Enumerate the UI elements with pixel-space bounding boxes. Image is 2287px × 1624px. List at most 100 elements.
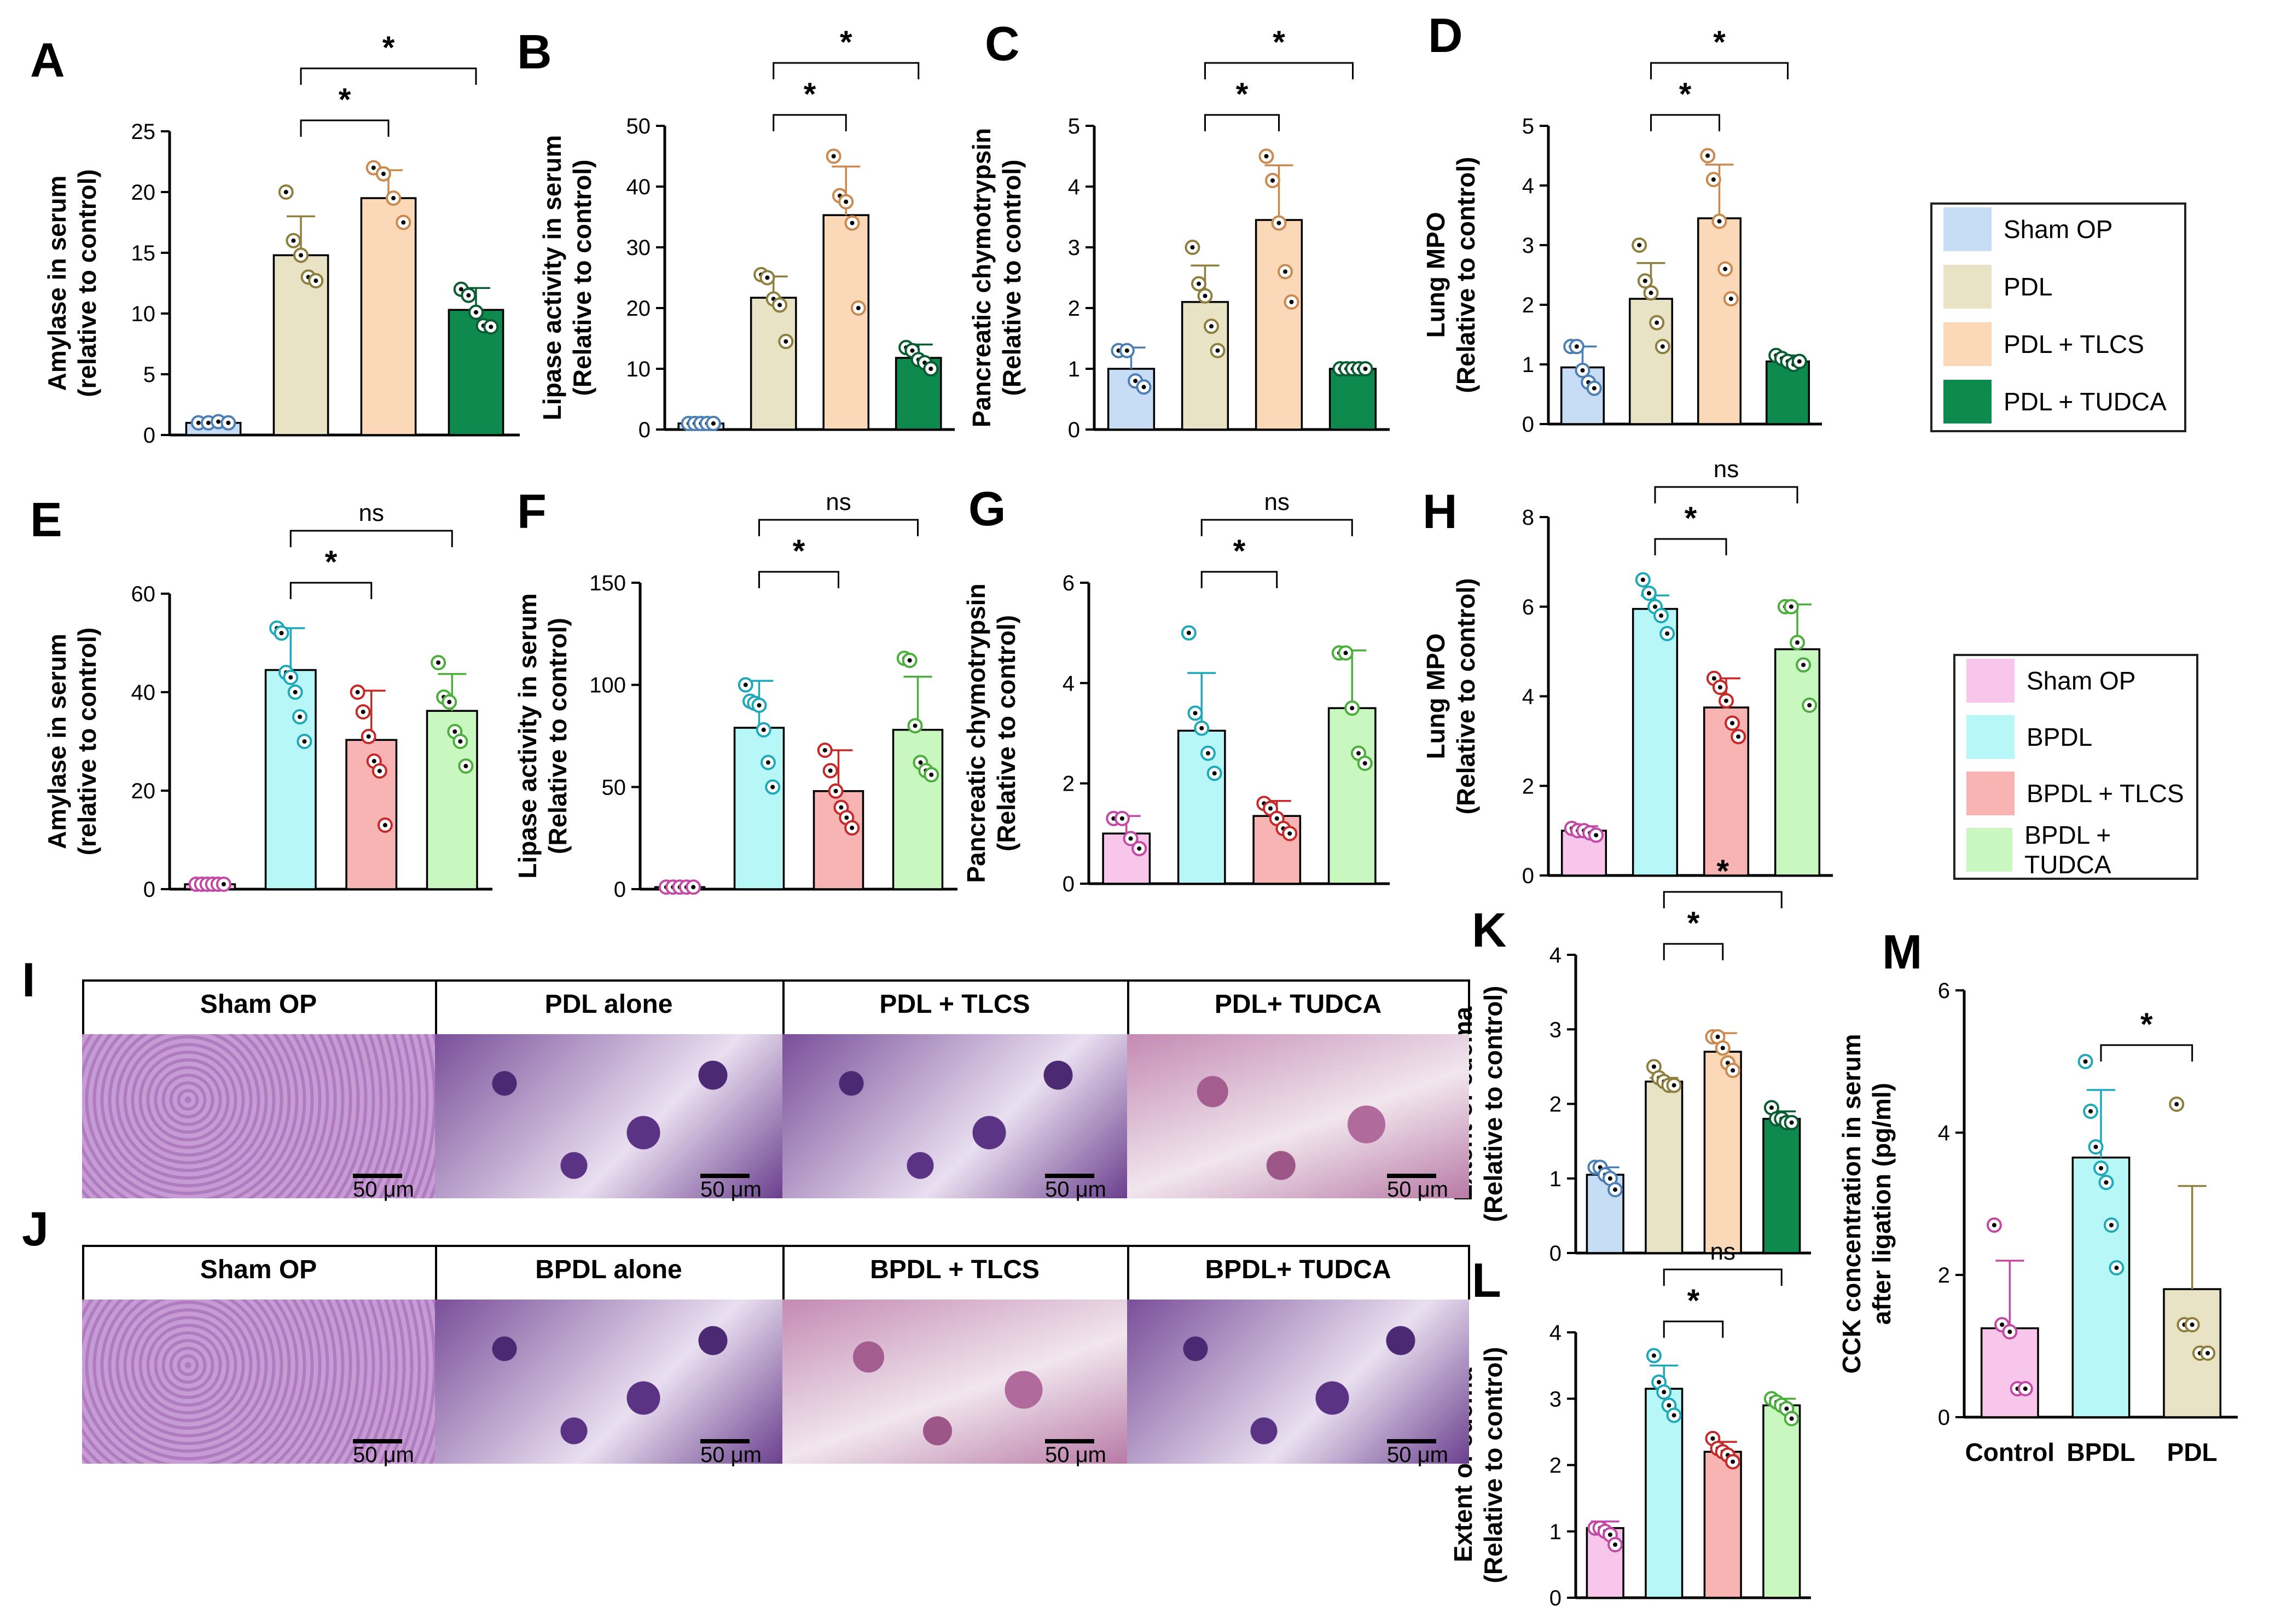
data-point-core xyxy=(1717,219,1722,224)
significance-label: ns xyxy=(1714,456,1739,483)
y-tick-label: 3 xyxy=(1549,1387,1562,1411)
data-point-core xyxy=(1637,243,1642,247)
data-point-core xyxy=(1667,1403,1671,1408)
y-axis-label: (Relative to control) xyxy=(568,160,596,396)
y-tick-label: 0 xyxy=(143,878,155,902)
data-point-core xyxy=(844,815,849,820)
histology-divider xyxy=(782,1245,785,1300)
data-point-core xyxy=(1264,154,1269,159)
data-point-core xyxy=(1607,1532,1612,1537)
panel-letter: K xyxy=(1472,903,1507,957)
panel-letter: E xyxy=(30,492,62,547)
scale-bar xyxy=(353,1439,402,1443)
histology-divider xyxy=(1127,979,1129,1034)
data-point-core xyxy=(452,729,457,734)
y-tick-label: 0 xyxy=(1063,872,1075,896)
data-point-core xyxy=(226,420,231,425)
data-point-core xyxy=(928,367,933,371)
data-point-core xyxy=(1736,734,1741,739)
y-tick-label: 5 xyxy=(1522,114,1534,138)
panel-letter: A xyxy=(30,33,65,87)
y-tick-label: 4 xyxy=(1522,174,1534,198)
scale-bar-label: 50 μm xyxy=(353,1178,414,1202)
data-point-core xyxy=(377,769,382,773)
data-point-core xyxy=(913,723,918,728)
data-point-core xyxy=(910,348,915,353)
data-point-core xyxy=(1363,367,1368,371)
legend-label: Sham OP xyxy=(2027,666,2136,695)
y-tick-label: 2 xyxy=(1068,297,1080,321)
data-point-core xyxy=(1651,1353,1656,1358)
data-point-core xyxy=(1801,663,1806,668)
y-tick-label: 6 xyxy=(1522,595,1534,619)
histology-image xyxy=(435,1300,782,1464)
data-point-core xyxy=(458,739,463,744)
data-point-core xyxy=(1124,348,1129,353)
data-point-core xyxy=(1592,386,1597,391)
significance-bracket xyxy=(1650,114,1720,131)
data-point-core xyxy=(1789,1416,1794,1421)
significance-bracket xyxy=(289,582,373,599)
data-point-core xyxy=(1133,379,1138,384)
y-tick-label: 0 xyxy=(1522,864,1534,888)
data-point-core xyxy=(907,658,912,663)
y-tick-label: 20 xyxy=(626,297,651,321)
histology-image xyxy=(435,1034,782,1198)
legend-swatch xyxy=(1966,659,2015,703)
data-point-core xyxy=(1789,604,1793,609)
data-point-core xyxy=(466,293,471,298)
y-axis-label: CCK concentration in serum xyxy=(1837,1034,1866,1373)
significance-bracket xyxy=(758,519,919,536)
data-point-core xyxy=(1665,631,1670,636)
legend-swatch xyxy=(1966,772,2015,815)
significance-label: * xyxy=(1687,1283,1700,1319)
significance-label: * xyxy=(1236,77,1249,112)
data-point-core xyxy=(298,715,303,719)
chart-panel-c: C 0 1 2 3 4 5 Pancreatic chymotrypsin (Relative … xyxy=(967,16,1390,442)
data-point-core xyxy=(1769,1105,1774,1110)
y-tick-label: 20 xyxy=(131,779,156,803)
y-tick-label: 1 xyxy=(1549,1167,1562,1191)
panel-letter: M xyxy=(1882,925,1922,979)
data-point-core xyxy=(2099,1166,2103,1170)
data-point-core xyxy=(1660,344,1665,349)
significance-bracket xyxy=(289,530,453,547)
data-point-core xyxy=(2007,1330,2012,1334)
data-point-core xyxy=(291,238,296,243)
data-point-core xyxy=(783,339,788,344)
y-tick-label: 3 xyxy=(1549,1018,1562,1042)
data-point-core xyxy=(1992,1223,1996,1227)
y-axis-label: Amylase in serum xyxy=(43,176,71,391)
data-point-core xyxy=(1723,266,1728,271)
y-tick-label: 3 xyxy=(1068,236,1080,260)
y-tick-label: 0 xyxy=(638,418,651,442)
significance-bracket xyxy=(1663,891,1783,908)
data-point-core xyxy=(2093,1145,2098,1149)
data-point-core xyxy=(288,675,293,680)
y-axis-label: Lung MPO xyxy=(1421,634,1450,759)
y-tick-label: 100 xyxy=(589,674,626,698)
y-tick-label: 150 xyxy=(589,571,626,595)
y-tick-label: 60 xyxy=(131,582,156,606)
scale-bar xyxy=(1045,1439,1094,1443)
data-point-core xyxy=(856,306,861,310)
data-point-core xyxy=(391,196,396,201)
data-point-core xyxy=(2000,1323,2005,1327)
data-point-core xyxy=(206,420,211,425)
significance-label: * xyxy=(1713,25,1726,60)
data-point-core xyxy=(382,823,387,827)
x-tick-label: PDL xyxy=(2167,1438,2218,1466)
data-point-core xyxy=(1651,1064,1656,1069)
y-tick-label: 2 xyxy=(1522,293,1534,317)
data-point-core xyxy=(831,154,836,159)
panel-letter: H xyxy=(1423,484,1458,538)
y-tick-label: 6 xyxy=(1063,571,1075,595)
data-point-core xyxy=(822,748,827,753)
legend-swatch xyxy=(1966,828,2013,872)
y-axis-label: Lipase activity in serum xyxy=(513,593,542,879)
legend-item-bpdl-tudca: BPDL + TUDCA xyxy=(1966,821,2196,879)
histology-divider xyxy=(82,1245,84,1300)
data-point-core xyxy=(1649,291,1653,295)
y-tick-label: 0 xyxy=(1549,1586,1562,1610)
